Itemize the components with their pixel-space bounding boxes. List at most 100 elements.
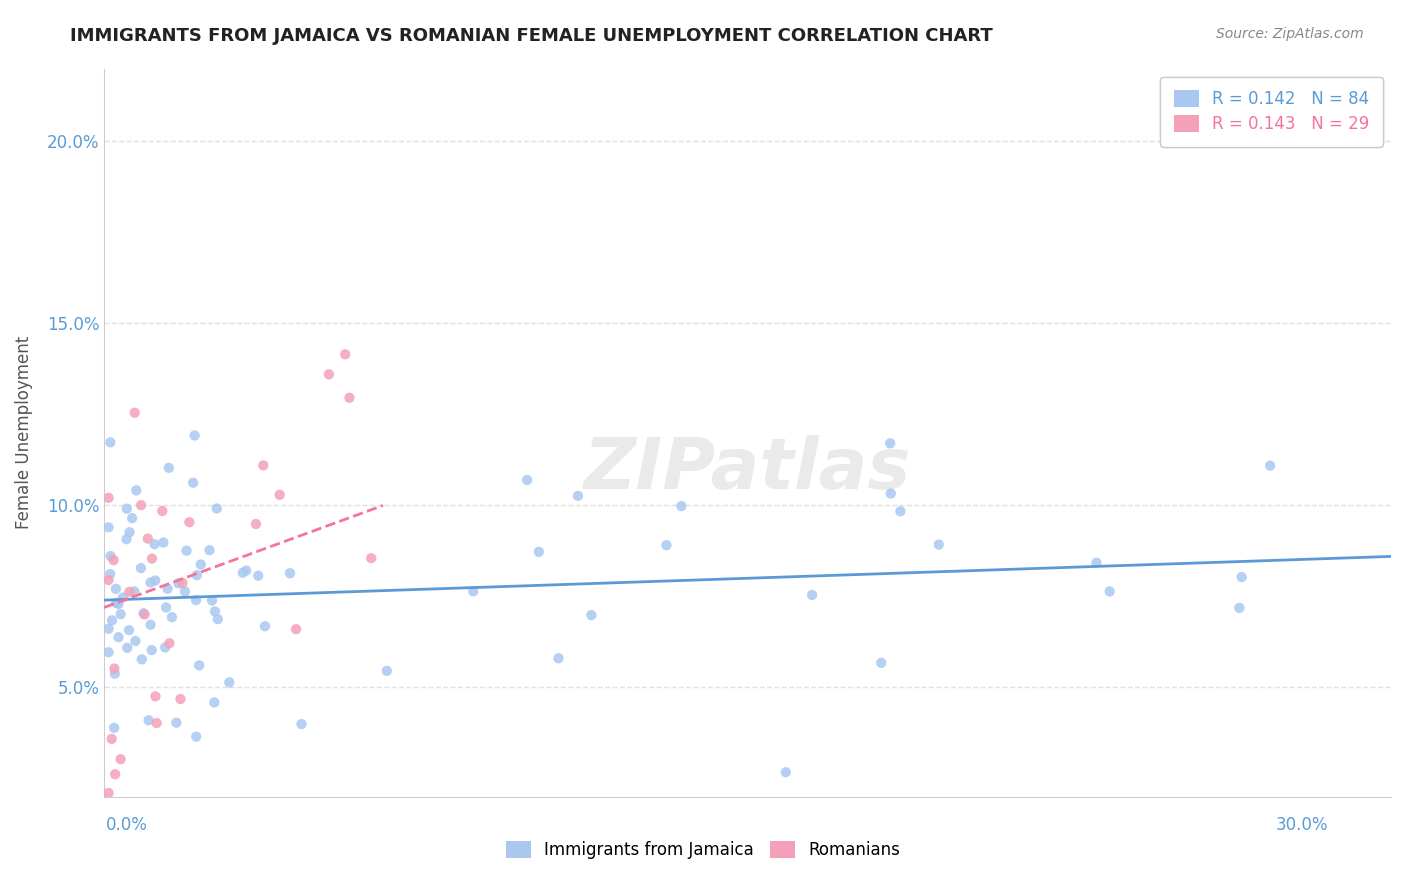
Point (143, 574, 166, 588)
Point (879, 436, 901, 450)
Point (167, 576, 190, 591)
Point (184, 593, 207, 607)
Point (125, 483, 148, 498)
Point (139, 617, 162, 632)
Point (115, 501, 138, 516)
Point (207, 612, 229, 626)
Point (928, 538, 950, 552)
Point (152, 535, 174, 549)
Point (671, 499, 693, 513)
Point (118, 623, 141, 637)
Text: 30.0%: 30.0% (1277, 816, 1329, 834)
Point (100, 731, 122, 746)
Point (870, 656, 893, 670)
Point (179, 515, 201, 529)
Point (118, 584, 141, 599)
Point (190, 558, 212, 572)
Point (145, 690, 167, 704)
Text: Source: ZipAtlas.com: Source: ZipAtlas.com (1216, 27, 1364, 41)
Point (97, 491, 120, 505)
Point (143, 537, 166, 551)
Point (141, 643, 163, 657)
Point (181, 475, 204, 490)
Point (360, 551, 382, 566)
Point (111, 591, 134, 605)
Point (132, 607, 155, 621)
Point (155, 600, 177, 615)
Point (138, 713, 160, 727)
Point (145, 716, 167, 731)
Point (218, 675, 240, 690)
Point (176, 543, 198, 558)
Point (156, 582, 179, 596)
Point (889, 504, 911, 518)
Point (136, 532, 159, 546)
Point (129, 561, 152, 575)
Point (1098, 584, 1121, 599)
Point (278, 566, 301, 581)
Point (581, 608, 603, 623)
Text: 0.0%: 0.0% (105, 816, 148, 834)
Point (547, 651, 569, 665)
Point (97, 573, 120, 587)
Point (97, 645, 120, 659)
Point (103, 661, 125, 675)
Point (567, 489, 589, 503)
Legend: R = 0.142   N = 84, R = 0.143   N = 29: R = 0.142 N = 84, R = 0.143 N = 29 (1160, 77, 1382, 146)
Point (527, 545, 550, 559)
Point (97, 786, 120, 800)
Point (1085, 556, 1108, 570)
Point (97, 520, 120, 534)
Point (103, 721, 125, 735)
Point (188, 658, 211, 673)
Y-axis label: Female Unemployment: Female Unemployment (15, 336, 32, 529)
Point (103, 553, 125, 567)
Point (97, 622, 120, 636)
Point (269, 488, 291, 502)
Point (105, 596, 128, 610)
Point (160, 610, 183, 624)
Point (183, 428, 205, 442)
Point (174, 584, 197, 599)
Point (775, 765, 797, 780)
Point (131, 652, 153, 666)
Point (129, 498, 152, 512)
Point (100, 549, 122, 563)
Point (98, 567, 121, 582)
Point (335, 347, 357, 361)
Point (801, 588, 824, 602)
Text: IMMIGRANTS FROM JAMAICA VS ROMANIAN FEMALE UNEMPLOYMENT CORRELATION CHART: IMMIGRANTS FROM JAMAICA VS ROMANIAN FEMA… (70, 27, 993, 45)
Point (172, 576, 194, 591)
Point (117, 640, 139, 655)
Point (115, 532, 138, 546)
Point (205, 501, 228, 516)
Point (201, 593, 224, 607)
Point (165, 715, 187, 730)
Point (157, 460, 180, 475)
Point (186, 730, 208, 744)
Point (150, 504, 173, 518)
Point (110, 607, 132, 622)
Point (235, 564, 257, 578)
Point (247, 568, 270, 582)
Point (139, 575, 162, 590)
Legend: Immigrants from Jamaica, Romanians: Immigrants from Jamaica, Romanians (499, 834, 907, 866)
Point (339, 391, 361, 405)
Point (245, 516, 267, 531)
Point (1258, 458, 1281, 473)
Point (285, 622, 308, 636)
Point (157, 636, 180, 650)
Point (880, 486, 903, 500)
Point (204, 604, 226, 618)
Point (1227, 601, 1250, 615)
Point (101, 613, 124, 627)
Point (107, 630, 129, 644)
Point (124, 584, 146, 599)
Point (155, 640, 177, 655)
Text: ZIPatlas: ZIPatlas (583, 434, 911, 503)
Point (118, 525, 141, 540)
Point (169, 692, 191, 706)
Point (232, 566, 254, 580)
Point (134, 607, 156, 622)
Point (121, 511, 143, 525)
